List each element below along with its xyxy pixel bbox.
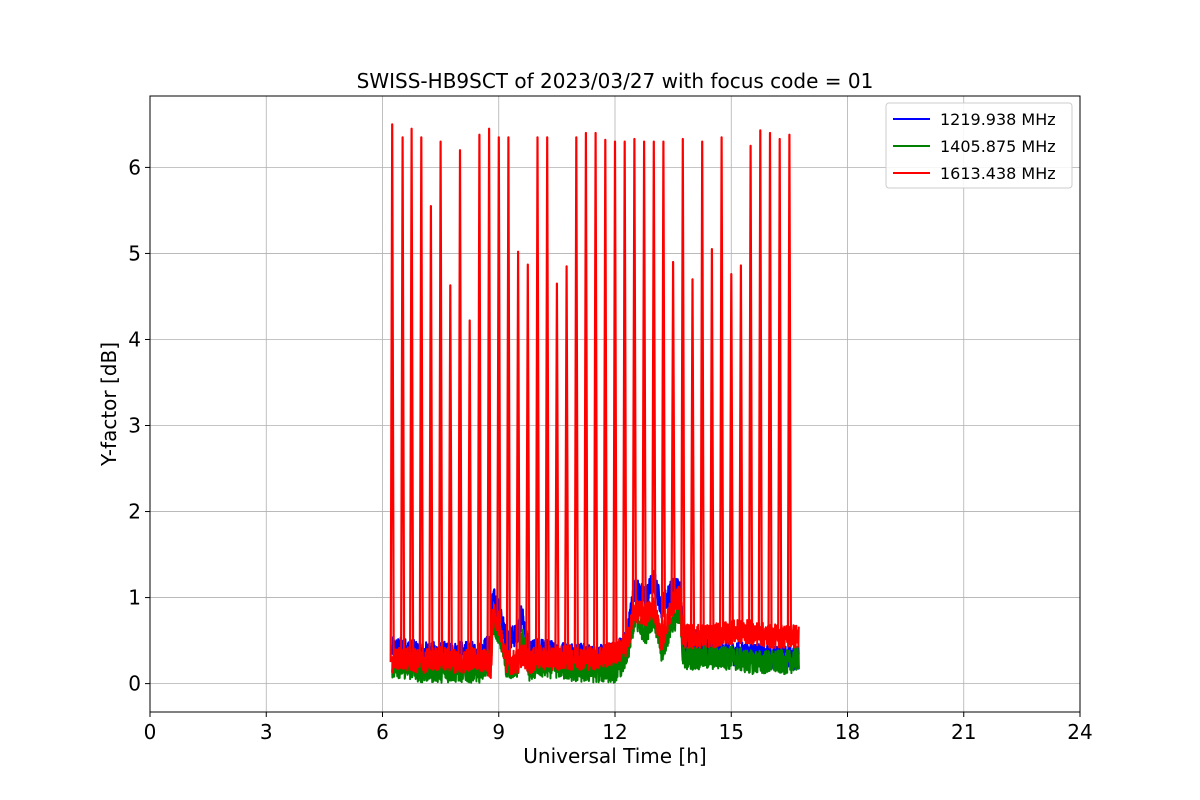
calibration-peak bbox=[409, 127, 415, 660]
series-layer bbox=[389, 123, 800, 684]
x-tick-label: 21 bbox=[951, 720, 976, 744]
calibration-peak bbox=[515, 250, 521, 663]
calibration-peak bbox=[622, 140, 628, 647]
calibration-peak bbox=[767, 131, 773, 637]
calibration-peak bbox=[534, 136, 541, 658]
calibration-peak bbox=[496, 136, 502, 624]
x-axis-title: Universal Time [h] bbox=[523, 744, 706, 768]
calibration-peak bbox=[544, 136, 550, 658]
x-tick-label: 15 bbox=[719, 720, 744, 744]
calibration-peak bbox=[583, 131, 589, 658]
calibration-peak bbox=[447, 284, 453, 660]
x-tick-label: 3 bbox=[260, 720, 273, 744]
x-tick-label: 24 bbox=[1067, 720, 1092, 744]
legend-label: 1219.938 MHz bbox=[940, 110, 1056, 129]
y-tick-label: 1 bbox=[128, 586, 141, 610]
calibration-peak bbox=[680, 137, 686, 637]
calibration-peak bbox=[612, 140, 618, 654]
calibration-peak bbox=[719, 136, 725, 635]
chart-title: SWISS-HB9SCT of 2023/03/27 with focus co… bbox=[357, 69, 874, 93]
series-3 bbox=[389, 123, 800, 679]
x-tick-label: 12 bbox=[602, 720, 627, 744]
y-tick-label: 0 bbox=[128, 672, 141, 696]
calibration-peak bbox=[728, 273, 734, 633]
calibration-peak bbox=[670, 260, 676, 602]
calibration-peak bbox=[389, 123, 395, 663]
y-tick-label: 5 bbox=[128, 241, 141, 265]
calibration-peak bbox=[467, 319, 473, 660]
calibration-peak bbox=[660, 140, 666, 635]
series-line bbox=[391, 585, 800, 679]
legend-frame bbox=[885, 102, 1073, 189]
calibration-peak bbox=[651, 140, 657, 607]
calibration-peak bbox=[573, 136, 579, 658]
calibration-peak bbox=[554, 282, 560, 658]
calibration-peak bbox=[400, 136, 406, 659]
calibration-peak bbox=[505, 136, 511, 663]
x-tick-label: 18 bbox=[835, 720, 860, 744]
x-tick-label: 0 bbox=[144, 720, 157, 744]
calibration-peak bbox=[457, 149, 463, 663]
x-tick-label: 6 bbox=[376, 720, 389, 744]
y-tick-label: 6 bbox=[128, 155, 141, 179]
calibration-peak bbox=[418, 136, 424, 663]
calibration-peak bbox=[689, 278, 696, 637]
calibration-peak bbox=[748, 144, 754, 633]
x-tick-label: 9 bbox=[492, 720, 505, 744]
calibration-peak bbox=[593, 131, 599, 658]
calibration-peak bbox=[476, 133, 482, 658]
legend-label: 1405.875 MHz bbox=[940, 137, 1056, 156]
calibration-peak bbox=[564, 265, 570, 658]
calibration-peak bbox=[777, 137, 783, 637]
legend-label: 1613.438 MHz bbox=[940, 164, 1056, 183]
legend: 1219.938 MHz 1405.875 MHz 1613.438 MHz bbox=[885, 102, 1073, 189]
y-tick-label: 4 bbox=[128, 327, 141, 351]
calibration-peak bbox=[631, 137, 637, 611]
calibration-peak bbox=[602, 138, 608, 656]
calibration-peak bbox=[438, 140, 444, 658]
y-tick-label: 3 bbox=[128, 414, 141, 438]
calibration-peak bbox=[641, 140, 647, 615]
y-axis-title: Y-factor [dB] bbox=[97, 342, 121, 467]
calibration-peak bbox=[709, 248, 715, 637]
calibration-peak bbox=[786, 133, 792, 637]
calibration-peak bbox=[428, 205, 434, 660]
calibration-peak bbox=[486, 127, 492, 666]
y-tick-label: 2 bbox=[128, 500, 141, 524]
calibration-peak bbox=[525, 263, 531, 660]
calibration-peak bbox=[738, 264, 744, 633]
calibration-peak bbox=[757, 129, 763, 635]
calibration-peak bbox=[699, 140, 705, 637]
